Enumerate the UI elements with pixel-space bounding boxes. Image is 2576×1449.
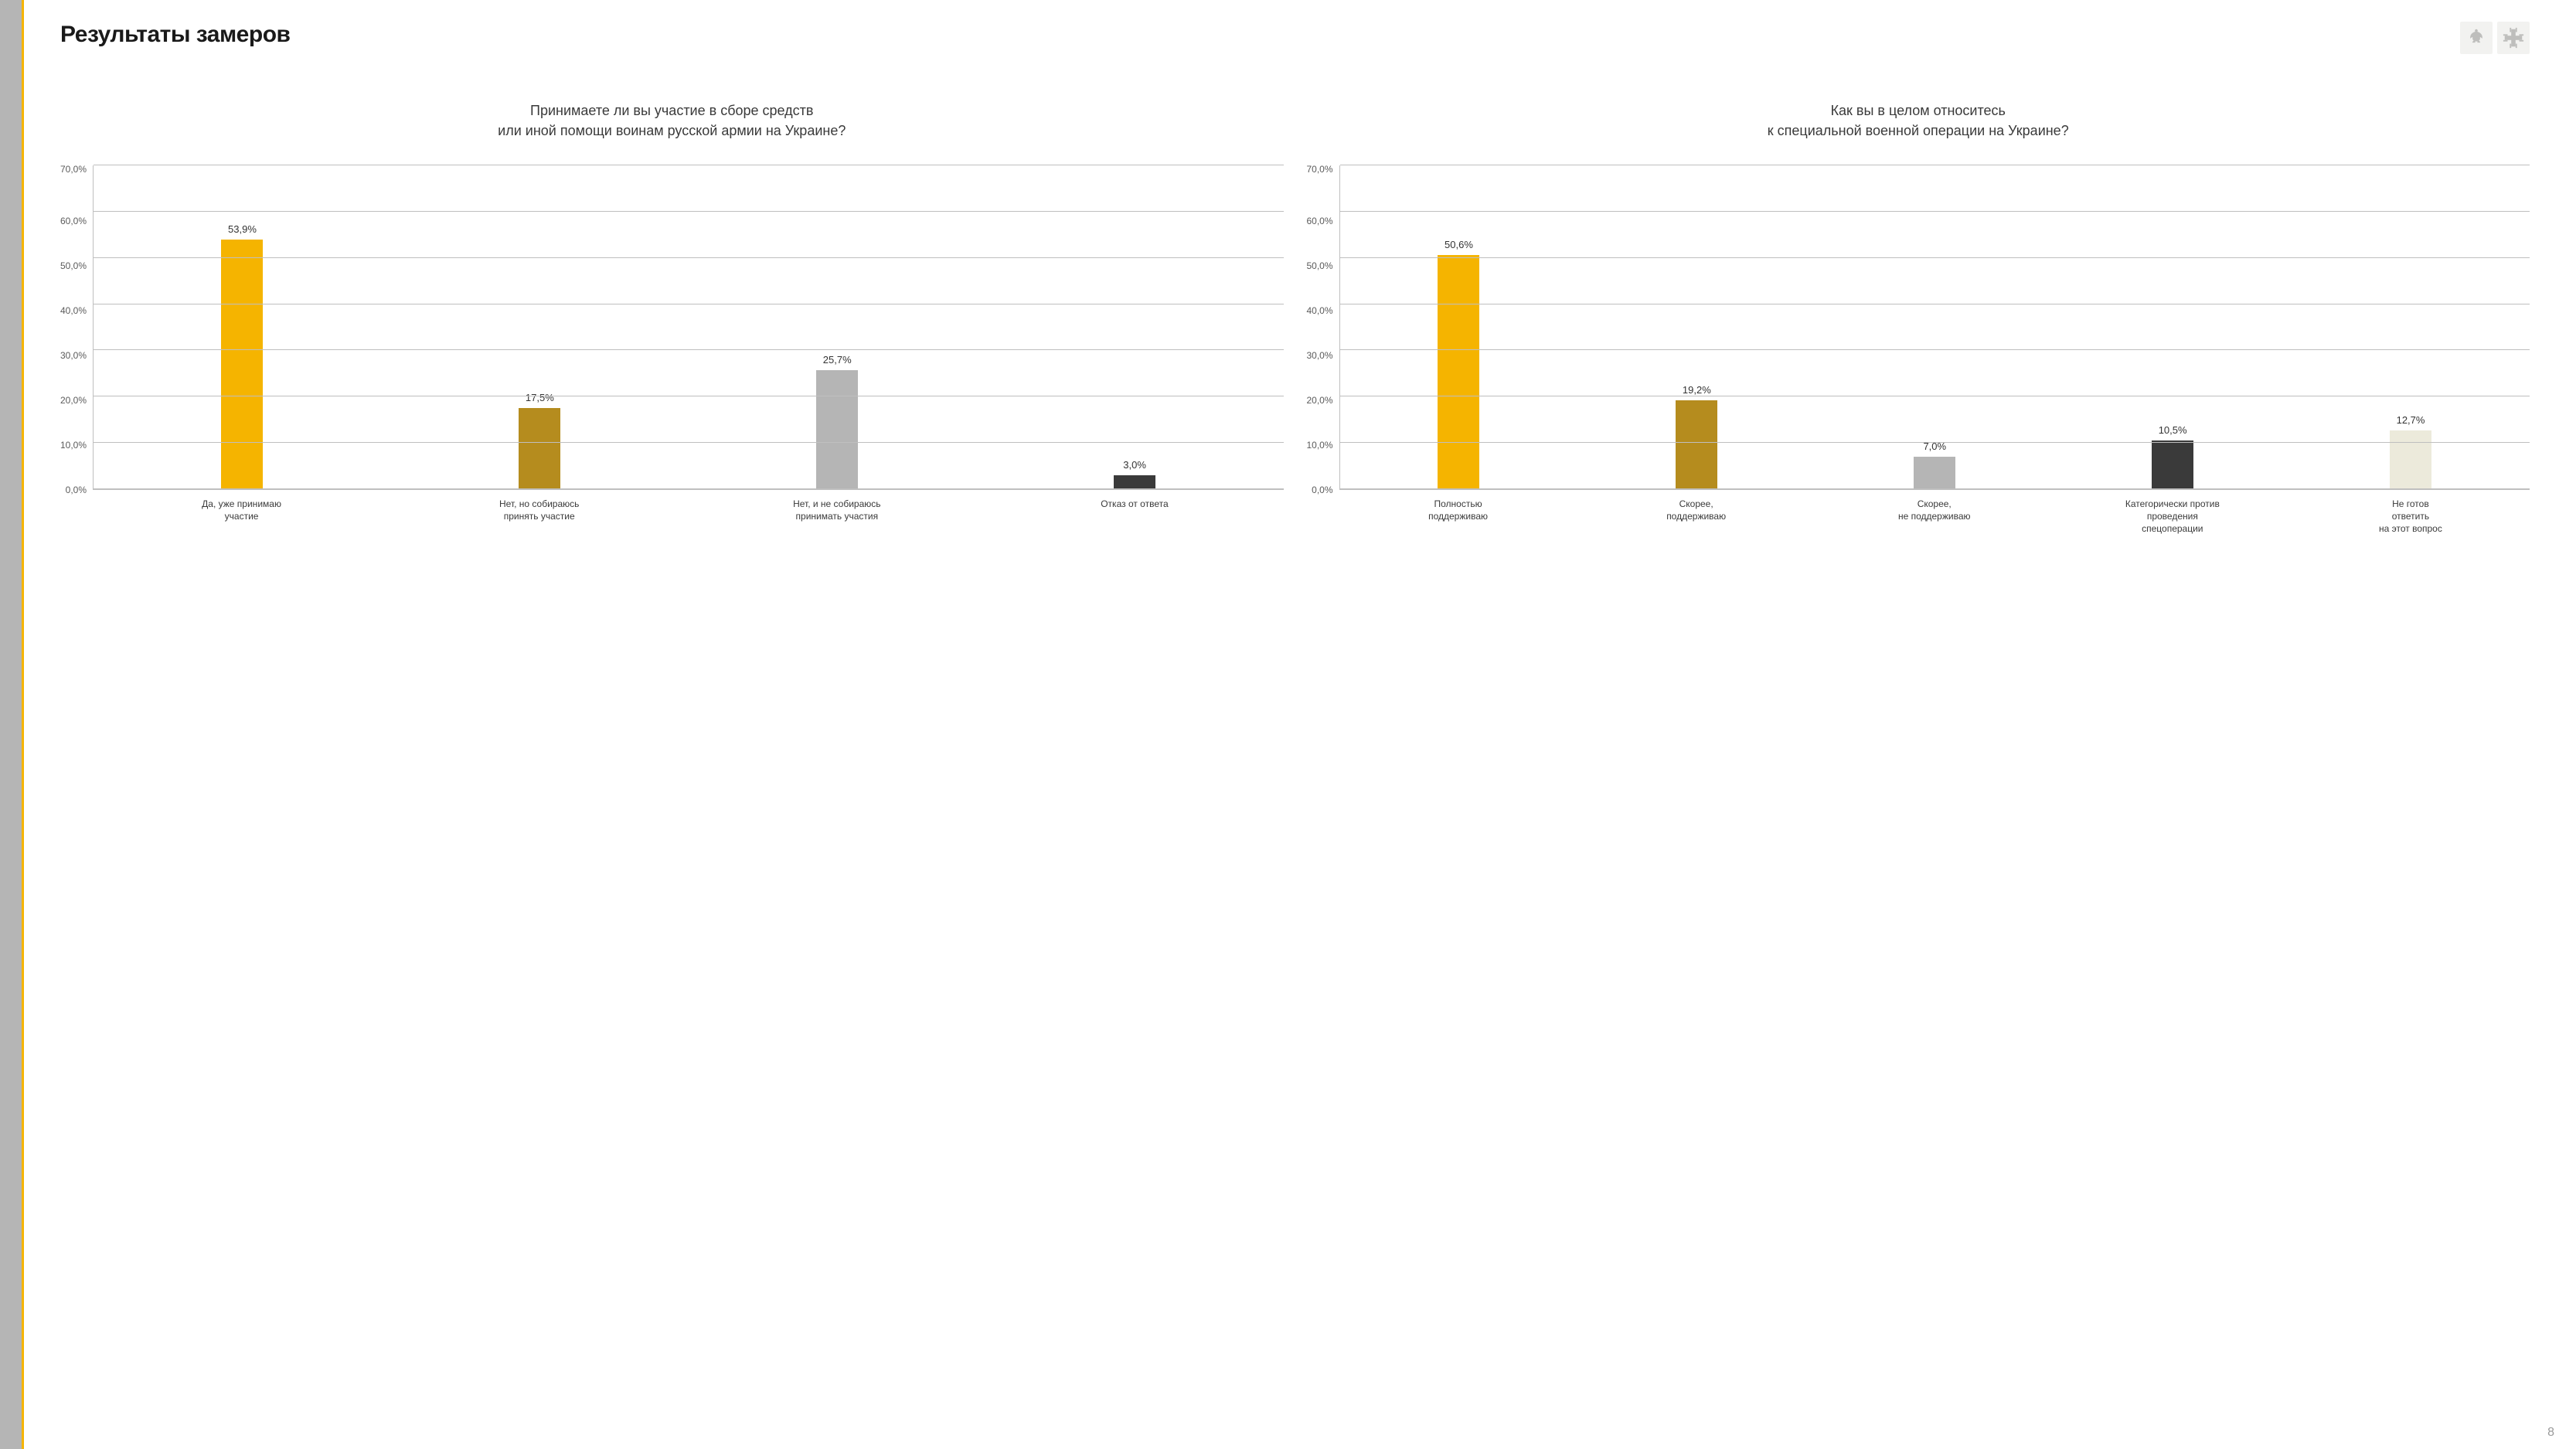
bar-value-label: 17,5%	[526, 392, 554, 403]
bar	[1676, 400, 1717, 489]
x-category-label: Нет, и не собираюсьпринимать участия	[688, 498, 985, 522]
y-tick-label: 20,0%	[60, 395, 87, 406]
y-tick-label: 30,0%	[1307, 350, 1333, 361]
y-tick-label: 60,0%	[60, 216, 87, 226]
y-axis: 70,0%60,0%50,0%40,0%30,0%20,0%10,0%0,0%	[60, 165, 93, 490]
axis-spacer	[1307, 498, 1339, 536]
page-title: Результаты замеров	[60, 22, 290, 48]
x-category-label: Скорее,не поддерживаю	[1815, 498, 2054, 536]
y-tick-label: 70,0%	[60, 164, 87, 175]
bar-slot: 3,0%	[986, 165, 1284, 489]
y-tick-label: 40,0%	[60, 305, 87, 316]
bar-slot: 10,5%	[2054, 165, 2292, 489]
x-category-label: Нет, но собираюсьпринять участие	[390, 498, 688, 522]
bar-slot: 53,9%	[94, 165, 391, 489]
y-tick-label: 10,0%	[60, 440, 87, 451]
bars-container: 50,6% 19,2% 7,0% 10,5% 12,7%	[1340, 165, 2530, 489]
gridline	[94, 257, 1283, 258]
page-number: 8	[2547, 1426, 2554, 1440]
x-category-label: Отказ от ответа	[985, 498, 1283, 522]
bar-value-label: 19,2%	[1683, 384, 1711, 396]
bar	[1914, 457, 1955, 489]
slide: Результаты замеров	[0, 0, 2576, 1449]
x-axis: ПолностьюподдерживаюСкорее,поддерживаюСк…	[1307, 498, 2530, 536]
chart-title: Как вы в целом относитесь к специальной …	[1307, 100, 2530, 144]
bar	[221, 240, 263, 489]
gridline	[1340, 349, 2530, 350]
chart-title-line: к специальной военной операции на Украин…	[1768, 123, 2069, 138]
chart-title-line: или иной помощи воинам русской армии на …	[498, 123, 846, 138]
gridline	[1340, 442, 2530, 443]
x-category-label: Да, уже принимаюучастие	[93, 498, 390, 522]
y-tick-label: 20,0%	[1307, 395, 1333, 406]
plot: 50,6% 19,2% 7,0% 10,5% 12,7%	[1339, 165, 2530, 490]
y-tick-label: 0,0%	[66, 485, 87, 495]
bar-slot: 19,2%	[1577, 165, 1815, 489]
chart-title: Принимаете ли вы участие в сборе средств…	[60, 100, 1284, 144]
x-category-label: Скорее,поддерживаю	[1577, 498, 1815, 536]
y-tick-label: 0,0%	[1312, 485, 1332, 495]
bar	[1114, 475, 1155, 489]
bar-value-label: 12,7%	[2397, 414, 2425, 426]
bar-slot: 25,7%	[689, 165, 986, 489]
bar	[2390, 430, 2431, 489]
y-tick-label: 40,0%	[1307, 305, 1333, 316]
y-tick-label: 70,0%	[1307, 164, 1333, 175]
cross-emblem-icon	[2497, 22, 2530, 54]
bar-value-label: 53,9%	[228, 223, 257, 235]
plot-area: 70,0%60,0%50,0%40,0%30,0%20,0%10,0%0,0% …	[60, 165, 1284, 490]
x-category-label: Категорически противпроведенияспецоперац…	[2054, 498, 2292, 536]
gridline	[94, 349, 1283, 350]
chart-attitude: Как вы в целом относитесь к специальной …	[1307, 100, 2530, 1426]
bar-slot: 50,6%	[1340, 165, 1578, 489]
plot: 53,9% 17,5% 25,7% 3,0%	[93, 165, 1283, 490]
header: Результаты замеров	[60, 22, 2530, 54]
x-labels: Да, уже принимаюучастиеНет, но собираюсь…	[93, 498, 1284, 522]
slide-content: Результаты замеров	[22, 0, 2576, 1449]
bar-value-label: 25,7%	[823, 354, 852, 366]
y-axis: 70,0%60,0%50,0%40,0%30,0%20,0%10,0%0,0%	[1307, 165, 1339, 490]
y-tick-label: 50,0%	[1307, 260, 1333, 271]
bar-value-label: 10,5%	[2159, 424, 2187, 436]
plot-area: 70,0%60,0%50,0%40,0%30,0%20,0%10,0%0,0% …	[1307, 165, 2530, 490]
gridline	[1340, 211, 2530, 212]
bar	[816, 370, 858, 489]
x-category-label: Полностьюподдерживаю	[1339, 498, 1577, 536]
bar-slot: 12,7%	[2292, 165, 2530, 489]
bar-value-label: 3,0%	[1123, 459, 1146, 471]
bar-value-label: 50,6%	[1445, 239, 1473, 250]
eagle-emblem-icon	[2460, 22, 2493, 54]
bar-slot: 17,5%	[391, 165, 689, 489]
gridline	[1340, 488, 2530, 489]
y-tick-label: 30,0%	[60, 350, 87, 361]
gridline	[1340, 257, 2530, 258]
bar	[2152, 440, 2193, 489]
charts-row: Принимаете ли вы участие в сборе средств…	[60, 100, 2530, 1426]
bars-container: 53,9% 17,5% 25,7% 3,0%	[94, 165, 1283, 489]
x-category-label: Не готовответитьна этот вопрос	[2292, 498, 2530, 536]
gridline	[94, 488, 1283, 489]
bar-slot: 7,0%	[1815, 165, 2054, 489]
bar	[1438, 255, 1479, 489]
logo-group	[2460, 22, 2530, 54]
axis-spacer	[60, 498, 93, 522]
x-labels: ПолностьюподдерживаюСкорее,поддерживаюСк…	[1339, 498, 2530, 536]
chart-title-line: Как вы в целом относитесь	[1831, 103, 2006, 118]
x-axis: Да, уже принимаюучастиеНет, но собираюсь…	[60, 498, 1284, 522]
chart-participation: Принимаете ли вы участие в сборе средств…	[60, 100, 1284, 1426]
gridline	[94, 211, 1283, 212]
gridline	[94, 442, 1283, 443]
y-tick-label: 60,0%	[1307, 216, 1333, 226]
y-tick-label: 50,0%	[60, 260, 87, 271]
chart-title-line: Принимаете ли вы участие в сборе средств	[530, 103, 813, 118]
left-accent-stripe	[0, 0, 22, 1449]
bar	[519, 408, 560, 489]
y-tick-label: 10,0%	[1307, 440, 1333, 451]
